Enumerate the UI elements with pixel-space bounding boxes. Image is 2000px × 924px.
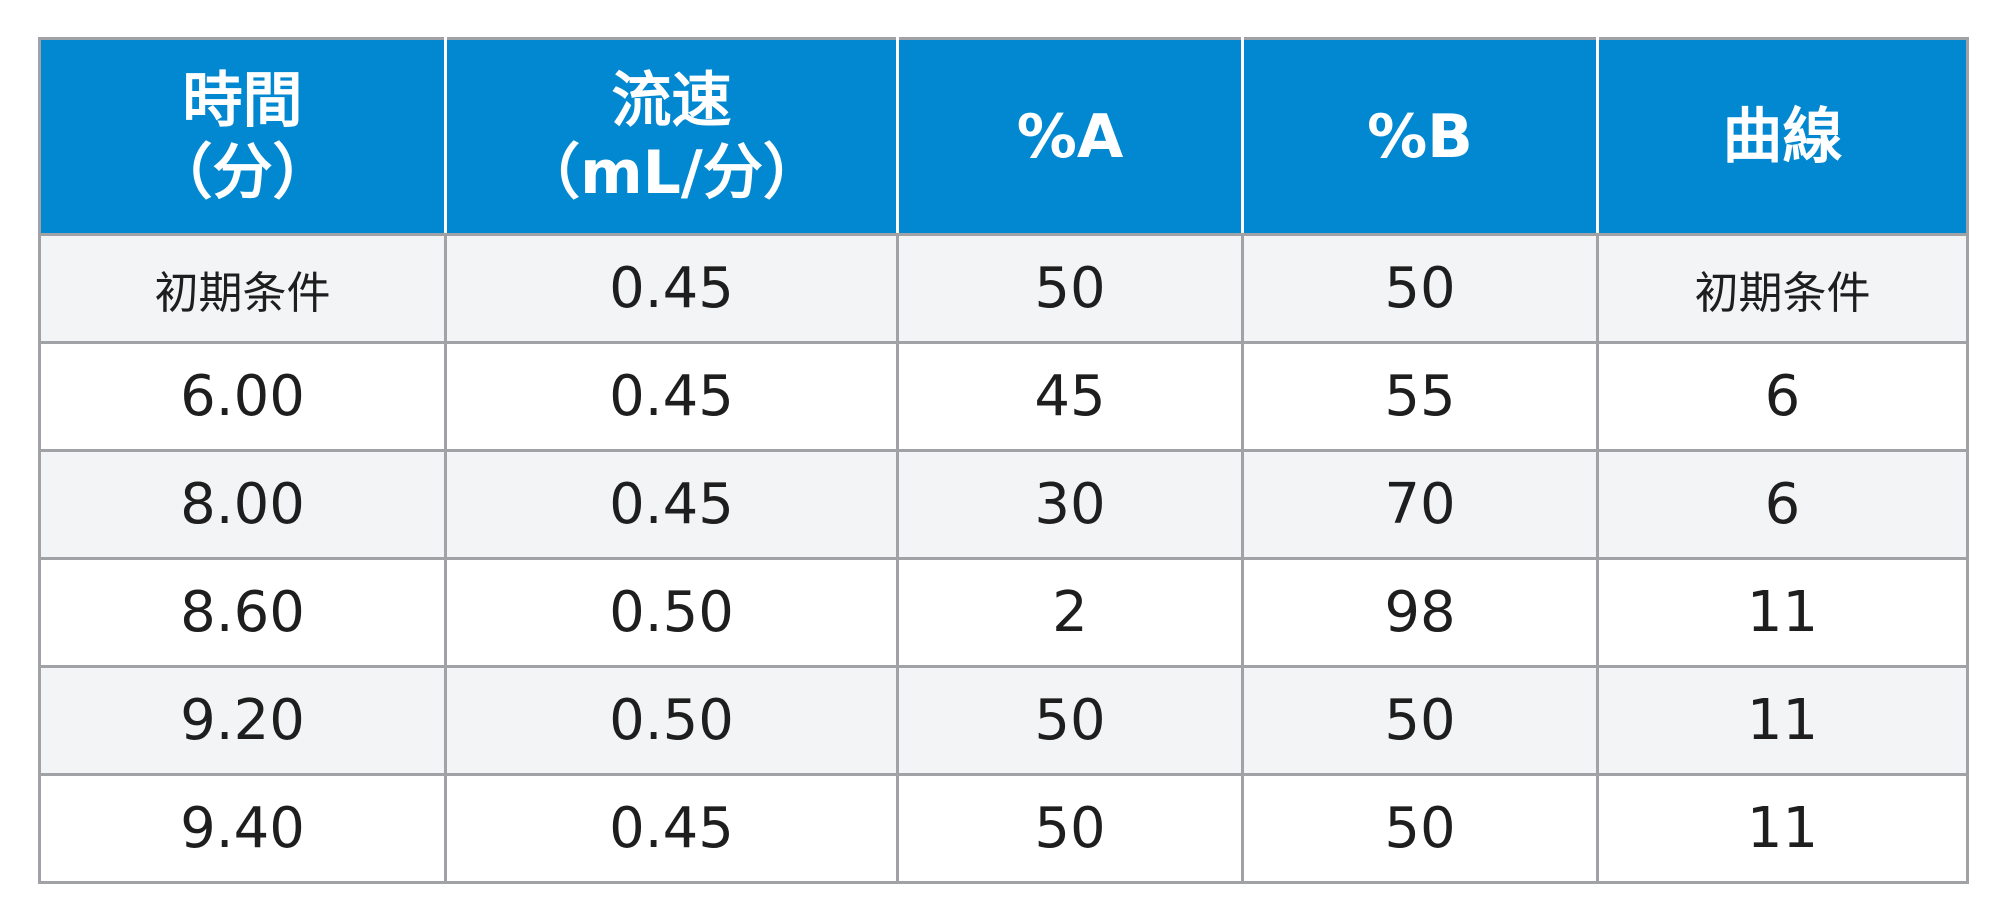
cell-curve: 11	[1596, 665, 1969, 776]
gradient-table-container: 時間 （分） 流速 （mL/分） %A %B 曲線 初	[38, 37, 1969, 884]
cell-percent-a: 30	[896, 449, 1244, 560]
cell-percent-b: 98	[1241, 557, 1599, 668]
header-curve-label: 曲線	[1722, 101, 1843, 172]
header-percent-a: %A	[896, 38, 1244, 236]
cell-flow-rate: 0.45	[444, 773, 899, 884]
header-flow-rate-label: 流速	[611, 65, 732, 136]
cell-curve: 11	[1596, 557, 1969, 668]
cell-flow-rate: 0.45	[444, 449, 899, 560]
table-row: 9.20 0.50 50 50 11	[38, 665, 1969, 776]
header-percent-b-label: %B	[1367, 101, 1473, 172]
cell-flow-rate: 0.45	[444, 341, 899, 452]
cell-percent-a: 45	[896, 341, 1244, 452]
cell-time: 初期条件	[38, 233, 447, 344]
cell-curve: 6	[1596, 449, 1969, 560]
header-time-unit: （分）	[152, 137, 333, 208]
table-row: 6.00 0.45 45 55 6	[38, 341, 1969, 452]
table-row: 8.60 0.50 2 98 11	[38, 557, 1969, 668]
cell-percent-b: 70	[1241, 449, 1599, 560]
cell-time: 8.00	[38, 449, 447, 560]
table-row: 8.00 0.45 30 70 6	[38, 449, 1969, 560]
cell-percent-b: 50	[1241, 233, 1599, 344]
table-header: 時間 （分） 流速 （mL/分） %A %B 曲線	[39, 38, 1968, 236]
cell-percent-a: 50	[896, 773, 1244, 884]
header-flow-rate-unit: （mL/分）	[520, 137, 823, 208]
header-flow-rate: 流速 （mL/分）	[444, 38, 899, 236]
cell-flow-rate: 0.50	[444, 665, 899, 776]
header-percent-b: %B	[1241, 38, 1599, 236]
cell-curve: 11	[1596, 773, 1969, 884]
cell-flow-rate: 0.50	[444, 557, 899, 668]
cell-curve: 初期条件	[1596, 233, 1969, 344]
cell-flow-rate: 0.45	[444, 233, 899, 344]
header-percent-a-label: %A	[1016, 101, 1124, 172]
header-curve: 曲線	[1596, 38, 1968, 236]
cell-percent-b: 55	[1241, 341, 1599, 452]
table-row: 9.40 0.45 50 50 11	[38, 773, 1969, 884]
cell-percent-b: 50	[1241, 773, 1599, 884]
cell-time: 8.60	[38, 557, 447, 668]
table-row: 初期条件 0.45 50 50 初期条件	[38, 233, 1969, 344]
header-time: 時間 （分）	[39, 38, 447, 236]
cell-percent-b: 50	[1241, 665, 1599, 776]
cell-time: 9.40	[38, 773, 447, 884]
cell-time: 6.00	[38, 341, 447, 452]
cell-percent-a: 50	[896, 233, 1244, 344]
header-row: 時間 （分） 流速 （mL/分） %A %B 曲線	[39, 38, 1968, 236]
cell-curve: 6	[1596, 341, 1969, 452]
header-time-label: 時間	[182, 65, 303, 136]
table-body: 初期条件 0.45 50 50 初期条件 6.00 0.45 45 55 6 8…	[38, 233, 1969, 884]
cell-percent-a: 50	[896, 665, 1244, 776]
cell-time: 9.20	[38, 665, 447, 776]
cell-percent-a: 2	[896, 557, 1244, 668]
gradient-table: 時間 （分） 流速 （mL/分） %A %B 曲線 初	[38, 37, 1969, 884]
